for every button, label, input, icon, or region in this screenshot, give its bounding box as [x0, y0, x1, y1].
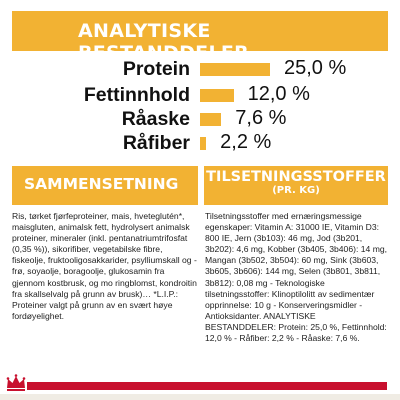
nutrient-bar [200, 63, 270, 76]
crown-icon [6, 374, 26, 391]
nutrient-bar [200, 89, 234, 102]
additives-subtitle: (pr. kg) [272, 185, 320, 196]
nutrient-row-fiber: Råfiber 2,2 % [0, 131, 400, 156]
nutrient-value: 25,0 % [284, 57, 347, 79]
nutrient-label: Fettinnhold [83, 84, 190, 106]
analytical-constituents-title: ANALYTISKE BESTANDDELER [78, 20, 250, 64]
nutrient-row-protein: Protein 25,0 % [0, 57, 400, 82]
nutrient-value: 2,2 % [220, 131, 272, 153]
nutrient-value: 7,6 % [235, 107, 287, 129]
additives-banner: TILSETNINGSSTOFFER (pr. kg) [204, 166, 388, 205]
additives-title: TILSETNINGSSTOFFER [206, 169, 386, 185]
nutrient-bar [200, 137, 207, 150]
nutrient-label: Råfiber [122, 132, 190, 154]
nutrient-label: Råaske [121, 108, 190, 130]
composition-title: SAMMENSETNING [24, 175, 179, 193]
brand-stripe [27, 382, 387, 390]
footer-stripe [0, 394, 400, 400]
nutrient-bar [200, 113, 222, 126]
analytical-constituents-banner: ANALYTISKE BESTANDDELER [12, 11, 388, 64]
composition-banner: SAMMENSETNING [12, 166, 198, 205]
nutrient-label: Protein [122, 58, 190, 80]
nutrient-row-fat: Fettinnhold 12,0 % [0, 83, 400, 108]
composition-text: Ris, tørket fjørfeproteiner, mais, hvete… [12, 211, 197, 321]
nutrient-value: 12,0 % [247, 83, 310, 105]
nutrient-row-ash: Råaske 7,6 % [0, 107, 400, 132]
additives-text: Tilsetningsstoffer med ernæringsmessige … [205, 211, 388, 344]
